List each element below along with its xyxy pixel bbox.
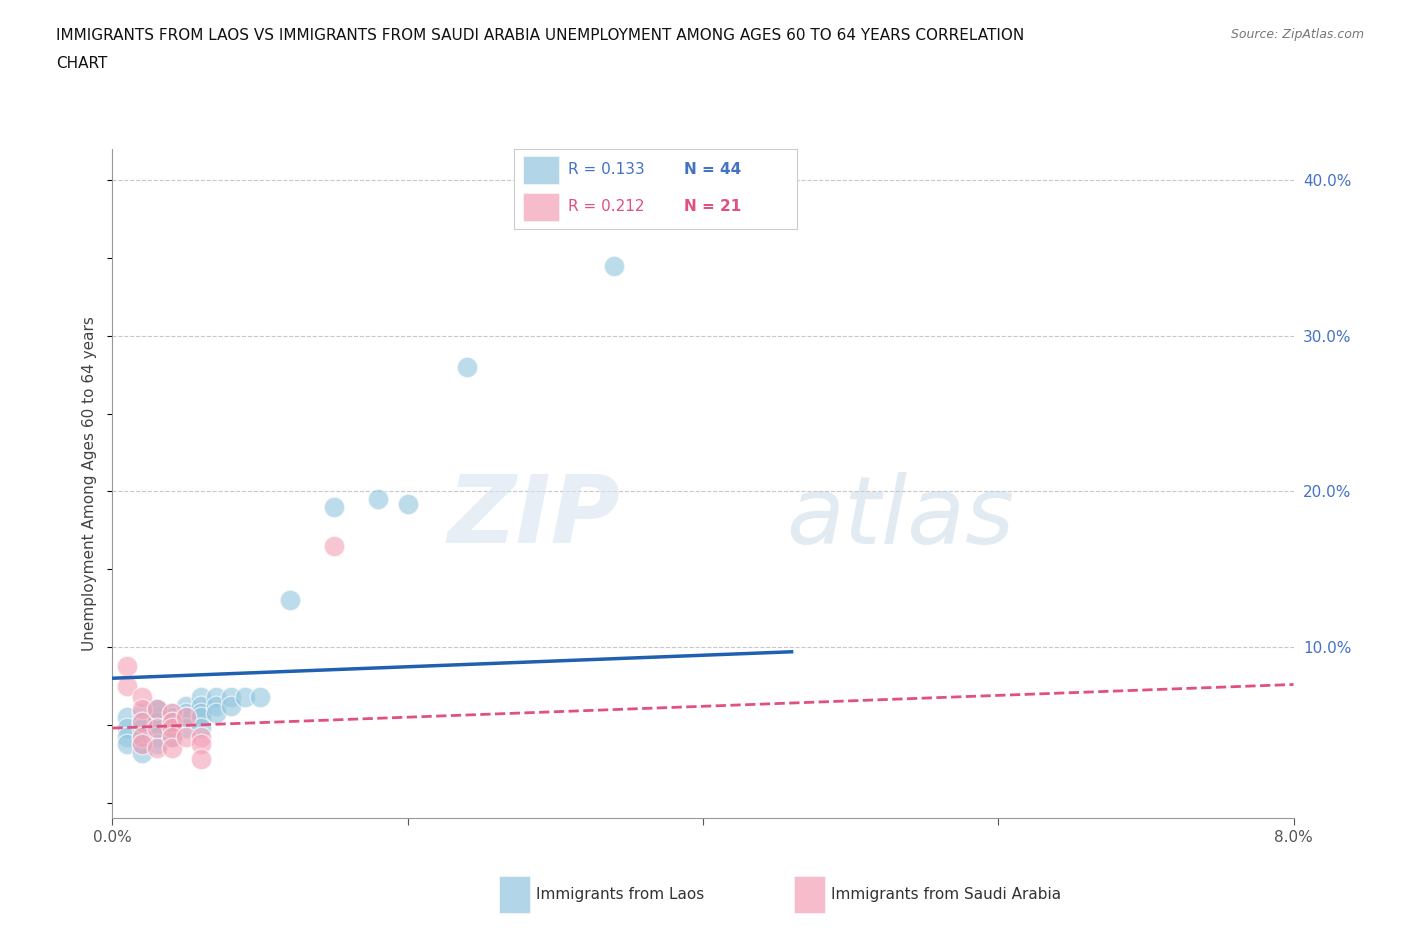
Point: [190, 705, 212, 720]
Point: [146, 714, 169, 729]
Point: [117, 721, 138, 736]
Point: [205, 689, 228, 704]
Point: [174, 721, 197, 736]
Point: [160, 730, 183, 745]
Point: [160, 705, 183, 720]
Point: [603, 259, 626, 273]
Point: [146, 721, 169, 736]
Point: [146, 741, 169, 756]
Point: [117, 730, 138, 745]
Point: [367, 492, 389, 507]
Point: [131, 746, 153, 761]
Text: Immigrants from Laos: Immigrants from Laos: [536, 887, 704, 902]
Point: [131, 705, 153, 720]
Point: [160, 714, 183, 729]
Point: [117, 679, 138, 694]
Point: [117, 658, 138, 673]
Point: [174, 698, 197, 713]
Text: IMMIGRANTS FROM LAOS VS IMMIGRANTS FROM SAUDI ARABIA UNEMPLOYMENT AMONG AGES 60 : IMMIGRANTS FROM LAOS VS IMMIGRANTS FROM …: [56, 28, 1025, 43]
Point: [190, 737, 212, 751]
Point: [174, 730, 197, 745]
Point: [160, 730, 183, 745]
Point: [160, 705, 183, 720]
Point: [219, 698, 242, 713]
Bar: [523, 193, 560, 221]
Bar: [523, 156, 560, 184]
Point: [205, 705, 228, 720]
Point: [396, 497, 419, 512]
Text: atlas: atlas: [786, 472, 1014, 563]
Text: R = 0.212: R = 0.212: [568, 199, 644, 214]
Point: [174, 705, 197, 720]
Point: [233, 689, 256, 704]
Point: [205, 698, 228, 713]
Point: [160, 741, 183, 756]
Point: [131, 737, 153, 751]
Point: [146, 737, 169, 751]
Point: [131, 737, 153, 751]
Text: ZIP: ZIP: [447, 472, 620, 563]
Point: [323, 538, 346, 553]
Point: [174, 710, 197, 724]
Y-axis label: Unemployment Among Ages 60 to 64 years: Unemployment Among Ages 60 to 64 years: [82, 316, 97, 651]
Point: [131, 714, 153, 729]
Point: [131, 714, 153, 729]
Point: [117, 710, 138, 724]
Point: [278, 593, 301, 608]
Point: [190, 751, 212, 766]
Point: [146, 710, 169, 724]
Point: [190, 730, 212, 745]
Point: [146, 721, 169, 736]
Point: [190, 698, 212, 713]
Point: [117, 737, 138, 751]
Point: [160, 714, 183, 729]
Point: [190, 710, 212, 724]
Text: Source: ZipAtlas.com: Source: ZipAtlas.com: [1230, 28, 1364, 41]
Point: [190, 721, 212, 736]
Point: [219, 689, 242, 704]
Text: N = 44: N = 44: [685, 162, 741, 178]
Point: [131, 730, 153, 745]
Point: [190, 689, 212, 704]
Text: CHART: CHART: [56, 56, 108, 71]
Text: R = 0.133: R = 0.133: [568, 162, 644, 178]
Point: [160, 721, 183, 736]
Point: [131, 702, 153, 717]
Point: [160, 710, 183, 724]
Point: [131, 689, 153, 704]
Point: [174, 710, 197, 724]
Point: [146, 702, 169, 717]
Point: [456, 359, 478, 374]
Point: [146, 702, 169, 717]
Text: N = 21: N = 21: [685, 199, 741, 214]
Text: Immigrants from Saudi Arabia: Immigrants from Saudi Arabia: [831, 887, 1062, 902]
Point: [323, 499, 346, 514]
Point: [249, 689, 271, 704]
Point: [131, 721, 153, 736]
Point: [146, 702, 169, 717]
Point: [131, 730, 153, 745]
Point: [160, 721, 183, 736]
Point: [146, 730, 169, 745]
